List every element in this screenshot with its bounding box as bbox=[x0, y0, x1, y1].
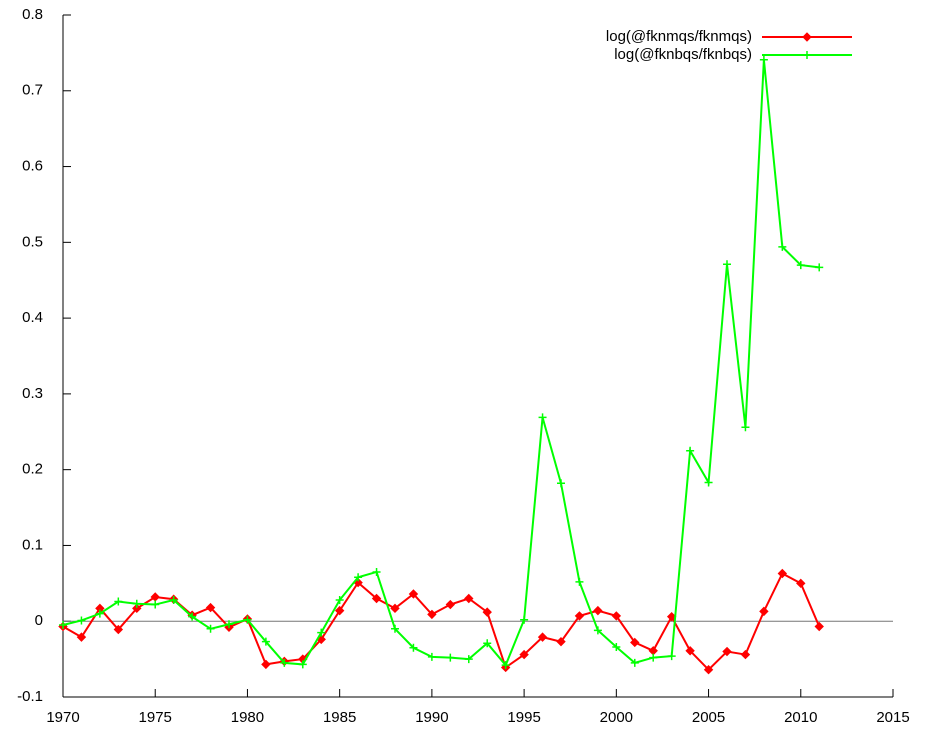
series-line bbox=[62, 59, 820, 668]
point bbox=[612, 642, 621, 651]
point bbox=[59, 621, 67, 630]
x-tick-label: 2010 bbox=[784, 709, 817, 726]
y-tick-label: 0.7 bbox=[22, 82, 43, 99]
point bbox=[372, 567, 381, 576]
point bbox=[280, 658, 289, 667]
point bbox=[483, 639, 492, 648]
point bbox=[261, 659, 271, 670]
point bbox=[815, 263, 824, 272]
point bbox=[703, 665, 714, 675]
point bbox=[243, 615, 252, 624]
point bbox=[391, 624, 399, 633]
point bbox=[686, 446, 695, 455]
point bbox=[113, 624, 124, 635]
y-tick-label: 0.5 bbox=[22, 233, 43, 250]
point bbox=[427, 609, 437, 620]
point bbox=[593, 626, 602, 635]
x-tick-label: 1970 bbox=[46, 709, 79, 726]
point bbox=[740, 649, 751, 660]
x-tick-label: 1990 bbox=[415, 709, 448, 726]
point bbox=[575, 577, 584, 586]
point bbox=[649, 653, 658, 662]
point bbox=[427, 652, 436, 661]
point bbox=[537, 632, 548, 642]
y-tick-label: 0.6 bbox=[22, 158, 43, 175]
point bbox=[593, 605, 603, 616]
y-tick-label: 0 bbox=[35, 612, 43, 629]
y-tick-label: 0.3 bbox=[22, 385, 43, 402]
point bbox=[371, 593, 382, 604]
x-tick-label: 1985 bbox=[323, 709, 356, 726]
series-line bbox=[62, 572, 821, 672]
point bbox=[630, 658, 639, 667]
point bbox=[464, 593, 474, 604]
point bbox=[611, 611, 622, 621]
point bbox=[667, 652, 676, 661]
point bbox=[482, 607, 492, 617]
point bbox=[501, 661, 510, 670]
y-tick-label: 0.2 bbox=[22, 461, 43, 478]
point bbox=[796, 578, 806, 589]
point bbox=[261, 637, 270, 646]
point bbox=[114, 597, 123, 606]
x-tick-label: 1980 bbox=[231, 709, 264, 726]
point bbox=[132, 603, 142, 614]
point bbox=[77, 616, 86, 625]
point bbox=[814, 621, 824, 632]
point bbox=[335, 596, 344, 605]
point bbox=[778, 242, 787, 251]
point bbox=[464, 655, 473, 664]
point bbox=[390, 603, 400, 614]
point bbox=[334, 605, 345, 616]
point bbox=[704, 478, 713, 487]
x-tick-label: 2000 bbox=[600, 709, 633, 726]
x-tick-label: 2005 bbox=[692, 709, 725, 726]
point bbox=[777, 568, 788, 579]
point bbox=[205, 602, 216, 613]
legend-marker bbox=[803, 51, 811, 59]
point bbox=[132, 599, 141, 608]
y-tick-label: 0.8 bbox=[22, 6, 43, 23]
point bbox=[354, 573, 363, 582]
legend-label: log(@fknmqs/fknmqs) bbox=[606, 28, 752, 45]
point bbox=[298, 660, 307, 669]
point bbox=[741, 423, 750, 432]
y-tick-label: 0.4 bbox=[22, 309, 43, 326]
point bbox=[796, 261, 805, 270]
x-tick-label: 2015 bbox=[876, 709, 909, 726]
point bbox=[759, 55, 768, 64]
point bbox=[151, 600, 160, 609]
point bbox=[188, 612, 197, 621]
y-tick-label: -0.1 bbox=[17, 688, 43, 705]
x-tick-label: 1995 bbox=[507, 709, 540, 726]
point bbox=[76, 632, 87, 642]
point bbox=[408, 589, 419, 599]
legend-marker bbox=[802, 32, 812, 42]
x-tick-label: 1975 bbox=[139, 709, 172, 726]
point bbox=[317, 628, 326, 637]
point bbox=[409, 643, 418, 652]
point bbox=[520, 615, 529, 624]
point bbox=[574, 611, 585, 621]
point bbox=[538, 413, 547, 422]
point bbox=[648, 646, 658, 656]
legend-label: log(@fknbqs/fknbqs) bbox=[614, 46, 752, 63]
point bbox=[685, 646, 695, 656]
point bbox=[759, 606, 769, 617]
y-tick-label: 0.1 bbox=[22, 536, 43, 553]
point bbox=[519, 649, 529, 660]
point bbox=[169, 596, 178, 605]
point bbox=[225, 620, 233, 629]
point bbox=[557, 479, 565, 488]
point bbox=[723, 260, 731, 269]
point bbox=[722, 646, 732, 657]
point bbox=[630, 637, 640, 648]
point bbox=[206, 624, 215, 633]
point bbox=[445, 599, 456, 610]
point bbox=[446, 653, 455, 662]
point bbox=[95, 609, 104, 618]
point bbox=[556, 636, 566, 647]
